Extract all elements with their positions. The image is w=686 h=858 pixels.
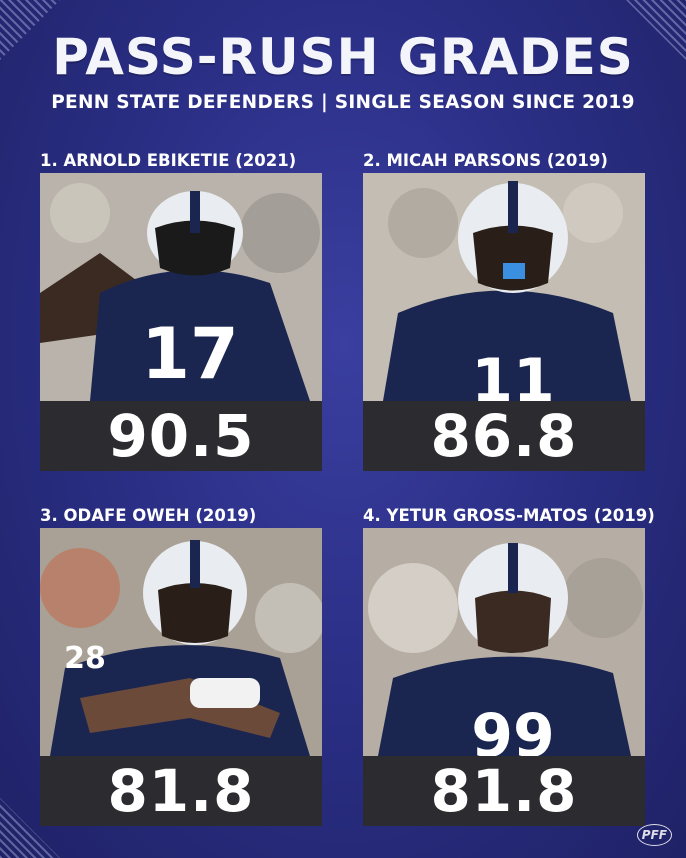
player-label: 3. ODAFE OWEH (2019) <box>40 506 257 525</box>
player-photo: 28 <box>40 528 322 756</box>
player-card-2: 2. MICAH PARSONS (2019) 11 86.8 <box>363 149 645 471</box>
jersey-number: 11 <box>471 346 555 401</box>
grade-score: 81.8 <box>40 756 322 826</box>
grade-score: 86.8 <box>363 401 645 471</box>
jersey-number: 99 <box>471 701 555 756</box>
player-photo: 99 <box>363 528 645 756</box>
player-card-3: 3. ODAFE OWEH (2019) 28 81.8 <box>40 504 322 826</box>
player-card-1: 1. ARNOLD EBIKETIE (2021) 17 90.5 <box>40 149 322 471</box>
player-label: 2. MICAH PARSONS (2019) <box>363 151 608 170</box>
page-subtitle: PENN STATE DEFENDERS | SINGLE SEASON SIN… <box>51 92 635 113</box>
player-photo: 17 <box>40 173 322 401</box>
jersey-number: 17 <box>141 313 238 395</box>
page-title: PASS-RUSH GRADES <box>52 28 634 86</box>
grade-score: 90.5 <box>40 401 322 471</box>
player-label: 4. YETUR GROSS-MATOS (2019) <box>363 506 655 525</box>
pff-logo: PFF <box>636 824 672 846</box>
jersey-number: 28 <box>64 641 106 676</box>
player-photo: 11 <box>363 173 645 401</box>
grade-score: 81.8 <box>363 756 645 826</box>
player-label: 1. ARNOLD EBIKETIE (2021) <box>40 151 297 170</box>
player-card-4: 4. YETUR GROSS-MATOS (2019) 99 81.8 <box>363 504 655 826</box>
